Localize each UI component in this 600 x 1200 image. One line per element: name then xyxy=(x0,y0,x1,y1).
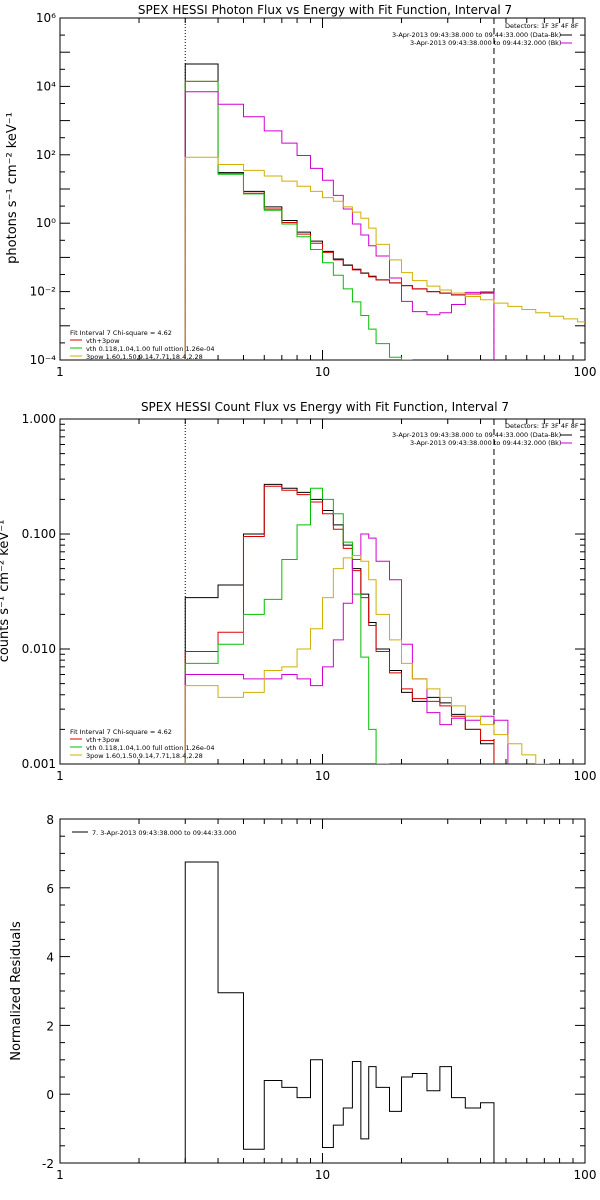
count-flux-panel: SPEX HESSI Count Flux vs Energy with Fit… xyxy=(0,400,596,783)
y-tick-label: 10⁰ xyxy=(36,216,56,230)
legend-entry: 3-Apr-2013 09:43:38.000 to 09:44:32.000 … xyxy=(410,439,561,447)
series-line xyxy=(184,483,495,764)
legend-entry: 3pow 1.60,1.50,9.14,7.71,18.4,2.28 xyxy=(86,353,203,361)
legend-entry: vth 0.118,1.04,1.00 full ottion 1.26e-04 xyxy=(86,744,215,752)
series-line xyxy=(184,91,495,360)
legend-entry: vth+3pow xyxy=(86,736,120,744)
y-tick-label: 0.001 xyxy=(22,757,56,771)
legend-entry: 3pow 1.60,1.50,9.14,7.71,18.4,2.28 xyxy=(86,752,203,760)
plot-frame xyxy=(59,418,586,765)
series-line xyxy=(184,156,585,360)
panel-title: SPEX HESSI Photon Flux vs Energy with Fi… xyxy=(138,3,512,17)
series-line xyxy=(184,533,509,764)
y-tick-label: 8 xyxy=(46,813,54,827)
series-line xyxy=(184,80,413,360)
y-tick-label: 6 xyxy=(46,882,54,896)
legend-left: Fit Interval 7 Chi-square = 4.62 vth+3po… xyxy=(70,329,215,361)
plot-area xyxy=(184,18,585,360)
legend-entry: 3-Apr-2013 09:43:38.000 to 09:44:33.000 … xyxy=(392,31,561,39)
series-line xyxy=(184,80,495,360)
axis-group: 1 10 100 0.001 0.010 0.100 1.000 xyxy=(22,412,597,783)
y-tick-label: 2 xyxy=(46,1019,54,1033)
y-tick-label: 10⁻⁴ xyxy=(30,353,57,367)
y-axis-label: counts s⁻¹ cm⁻² keV⁻¹ xyxy=(0,520,12,663)
x-tick-label: 1 xyxy=(56,365,64,379)
y-axis-label: Normalized Residuals xyxy=(9,921,24,1061)
legend-entry: 3-Apr-2013 09:43:38.000 to 09:44:32.000 … xyxy=(410,39,561,47)
series-line xyxy=(184,485,495,764)
legend-entry: 7. 3-Apr-2013 09:43:38.000 to 09:44:33.0… xyxy=(92,829,236,837)
x-tick-label: 1 xyxy=(56,1168,64,1182)
y-tick-label: 10⁶ xyxy=(36,11,56,25)
legend-entry: Detectors: 1F 3F 4F 8F xyxy=(505,22,579,30)
legend-entry: vth 0.118,1.04,1.00 full ottion 1.26e-04 xyxy=(86,345,215,353)
y-tick-label: 0 xyxy=(46,1088,54,1102)
residuals-panel: Normalized Residuals 1 10 100 -2 0 2 4 6 8 7. 3-… xyxy=(9,813,596,1182)
legend-entry: vth+3pow xyxy=(86,337,120,345)
panel-title: SPEX HESSI Count Flux vs Energy with Fit… xyxy=(141,400,509,414)
legend-left: 7. 3-Apr-2013 09:43:38.000 to 09:44:33.0… xyxy=(72,829,236,837)
x-tick-label: 100 xyxy=(574,365,597,379)
y-tick-label: 10⁻² xyxy=(30,285,57,299)
y-tick-label: 10⁴ xyxy=(36,79,56,93)
y-axis-label: photons s⁻¹ cm⁻² keV⁻¹ xyxy=(5,112,20,264)
axis-group: 1 10 100 10⁻⁴ 10⁻² 10⁰ 10² 10⁴ 10⁶ xyxy=(30,11,597,379)
x-tick-label: 100 xyxy=(574,1168,597,1182)
y-tick-label: 0.010 xyxy=(22,642,56,656)
legend-entry: Fit Interval 7 Chi-square = 4.62 xyxy=(70,329,172,337)
series-line xyxy=(184,487,390,764)
y-tick-label: -2 xyxy=(42,1157,54,1171)
legend-entry: Fit Interval 7 Chi-square = 4.62 xyxy=(70,728,172,736)
photon-flux-panel: SPEX HESSI Photon Flux vs Energy with Fi… xyxy=(5,3,597,379)
y-tick-label: 4 xyxy=(46,951,54,965)
series-line xyxy=(184,861,495,1163)
plot-area xyxy=(184,861,495,1163)
legend-entry: Detectors: 1F 3F 4F 8F xyxy=(505,422,579,430)
legend-entry: 3-Apr-2013 09:43:38.000 to 09:44:33.000 … xyxy=(392,431,561,439)
x-tick-label: 1 xyxy=(56,769,64,783)
series-line xyxy=(184,555,550,764)
plot-area xyxy=(184,419,550,764)
x-tick-label: 10 xyxy=(315,1168,330,1182)
x-tick-label: 10 xyxy=(315,769,330,783)
legend-right: Detectors: 1F 3F 4F 8F 3-Apr-2013 09:43:… xyxy=(392,22,579,47)
legend-right: Detectors: 1F 3F 4F 8F 3-Apr-2013 09:43:… xyxy=(392,422,579,447)
series-line xyxy=(184,63,495,360)
plot-frame xyxy=(59,17,586,361)
legend-left: Fit Interval 7 Chi-square = 4.62 vth+3po… xyxy=(70,728,215,760)
x-tick-label: 100 xyxy=(574,769,597,783)
y-tick-label: 10² xyxy=(36,148,56,162)
y-tick-label: 1.000 xyxy=(22,412,56,426)
y-tick-label: 0.100 xyxy=(22,527,56,541)
axis-group: 1 10 100 -2 0 2 4 6 8 xyxy=(42,813,596,1182)
x-tick-label: 10 xyxy=(315,365,330,379)
